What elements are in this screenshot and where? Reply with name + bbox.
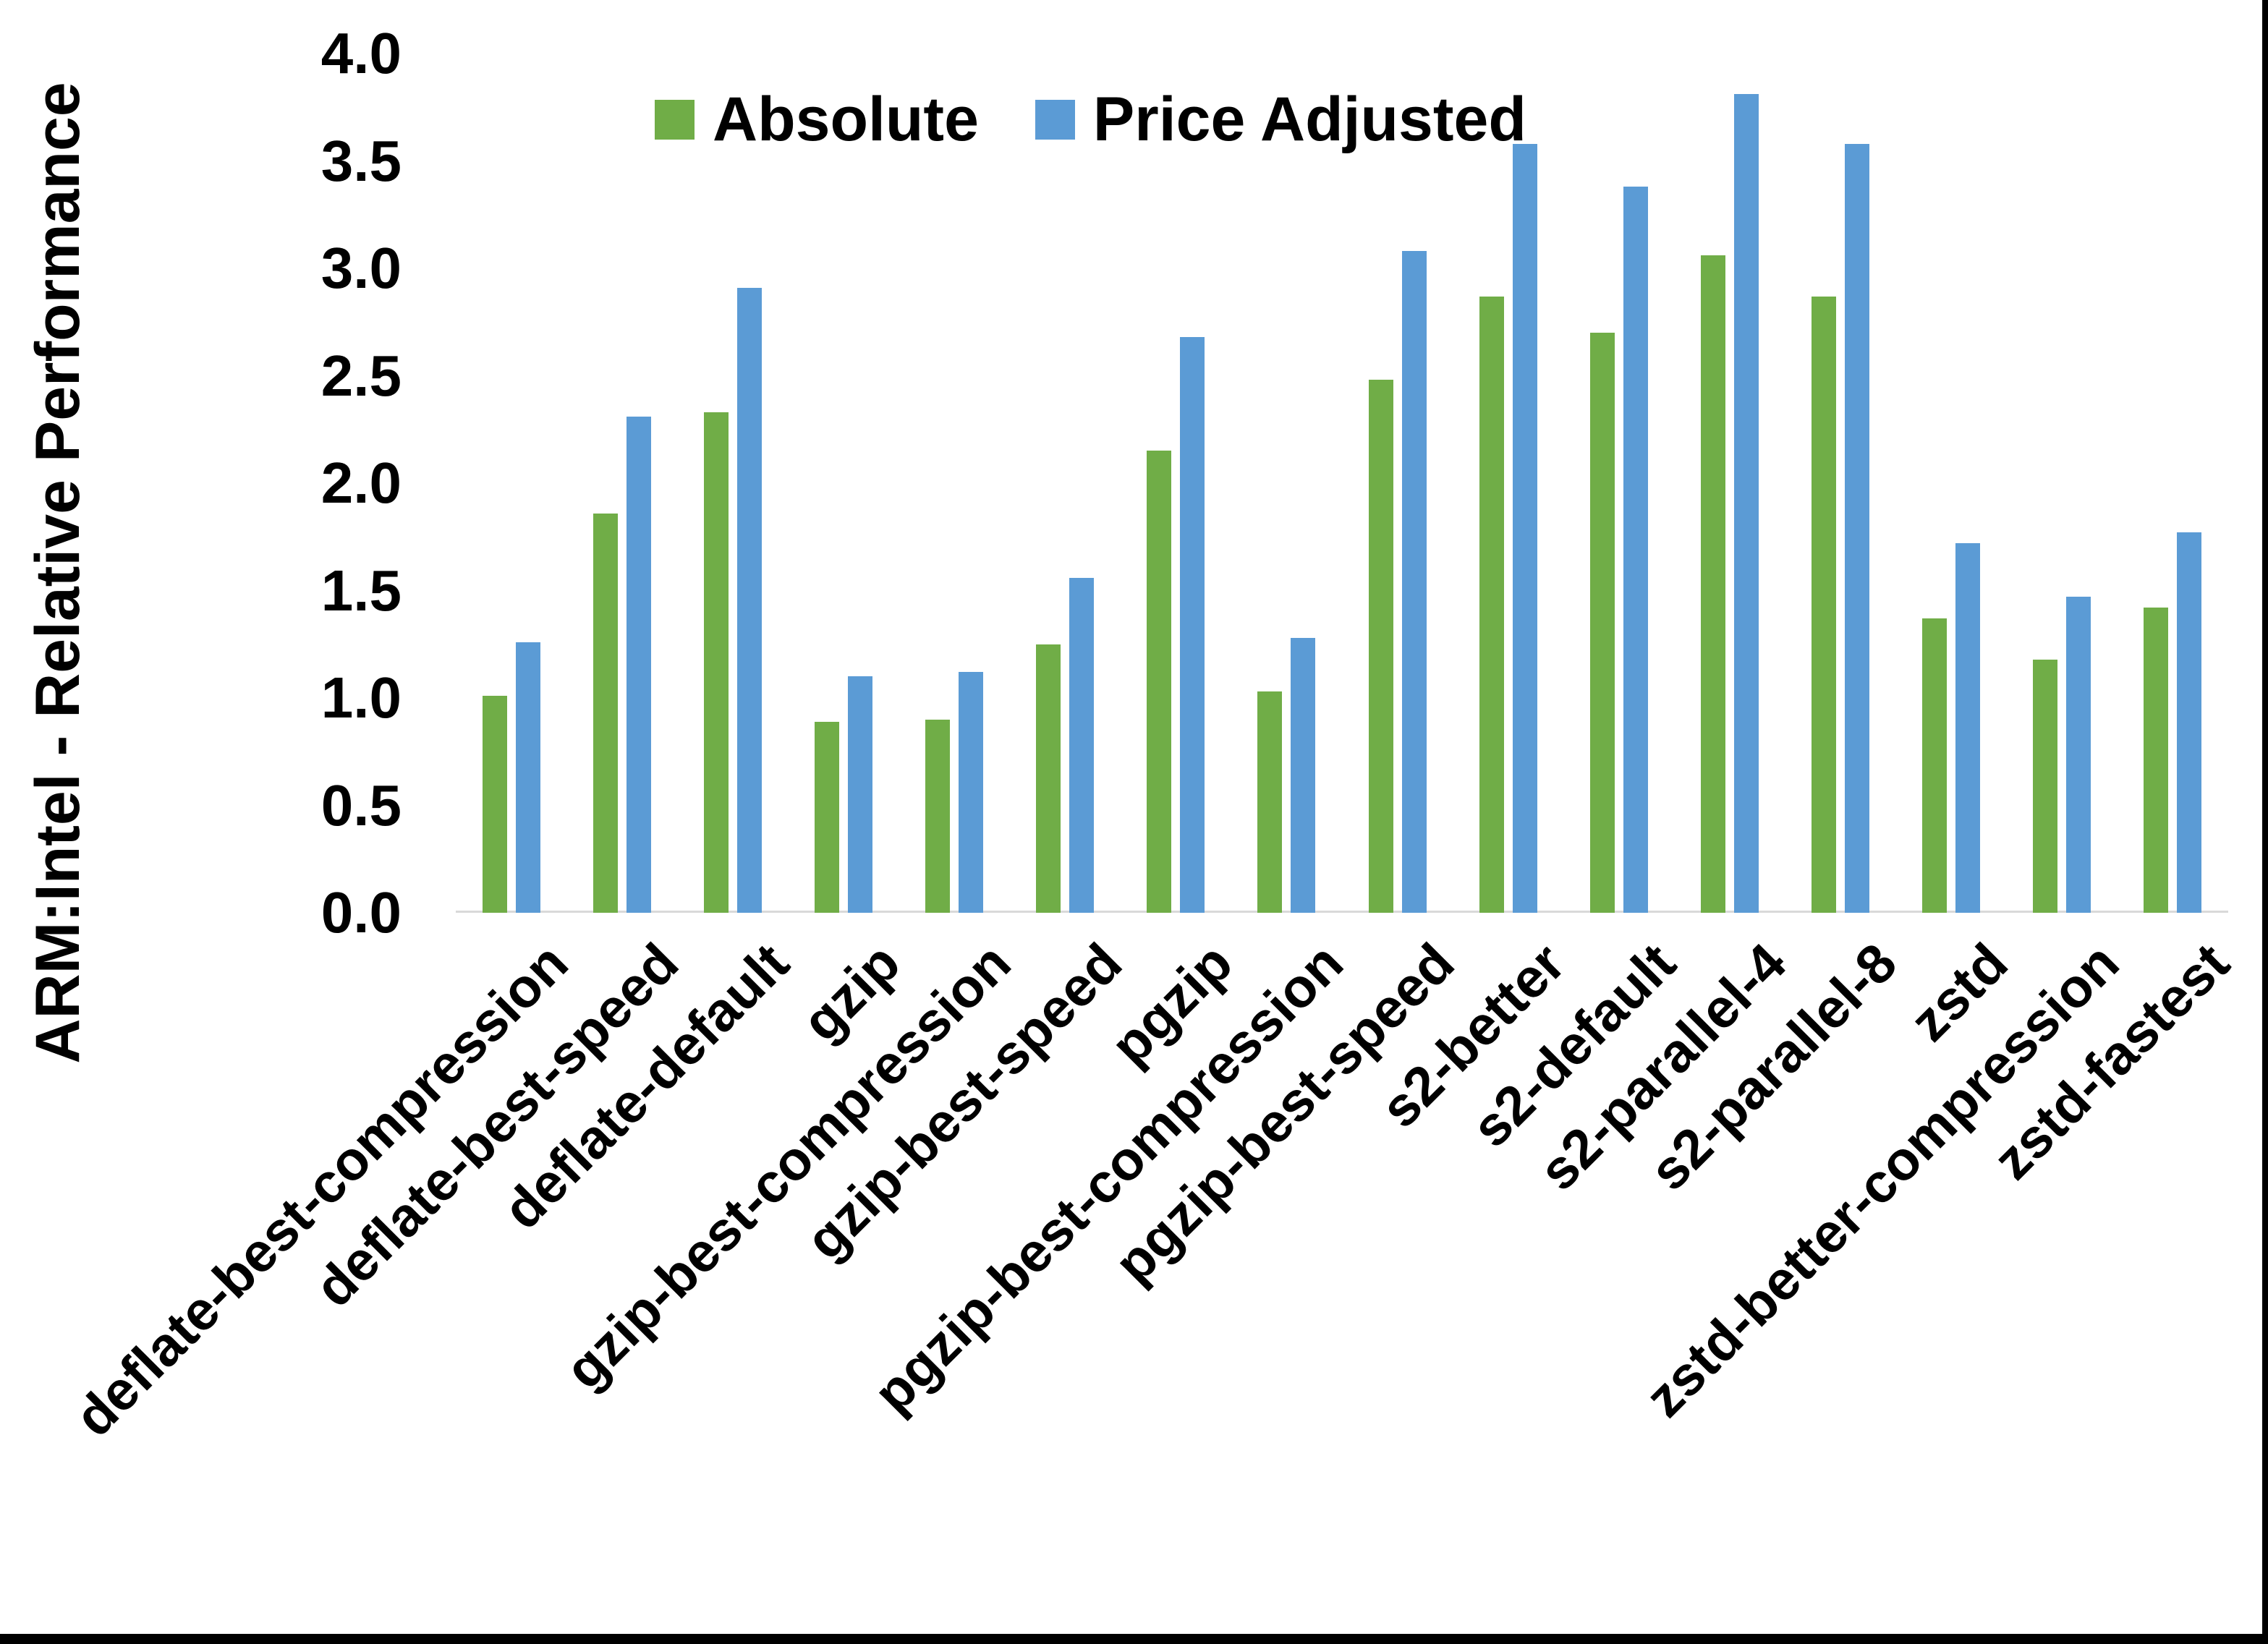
- bar-price-adjusted-s2-parallel-4: [1734, 94, 1759, 913]
- bar-absolute-deflate-best-compression: [483, 696, 507, 913]
- bar-price-adjusted-pgzip: [1180, 337, 1205, 913]
- bar-price-adjusted-s2-parallel-8: [1845, 144, 1869, 913]
- bar-absolute-gzip-best-speed: [1036, 644, 1061, 913]
- legend: Absolute Price Adjusted: [655, 88, 1526, 150]
- legend-label-price-adjusted: Price Adjusted: [1092, 85, 1526, 154]
- y-tick-label: 0.0: [320, 880, 402, 945]
- window-border-right: [2262, 0, 2268, 1644]
- legend-swatch-price-adjusted-icon: [1035, 99, 1075, 140]
- y-tick-label: 1.5: [320, 558, 402, 623]
- bar-price-adjusted-zstd-fastest: [2177, 532, 2201, 913]
- bar-price-adjusted-pgzip-best-compression: [1291, 638, 1315, 913]
- bar-absolute-s2-parallel-8: [1812, 297, 1836, 913]
- legend-swatch-absolute-icon: [655, 99, 695, 140]
- bar-absolute-gzip-best-compression: [925, 720, 950, 913]
- legend-item-absolute: Absolute: [655, 88, 979, 150]
- legend-item-price-adjusted: Price Adjusted: [1035, 88, 1526, 150]
- bar-absolute-zstd: [1922, 618, 1947, 913]
- y-tick-label: 3.0: [320, 236, 402, 300]
- x-axis-line: [456, 911, 2228, 913]
- bar-price-adjusted-gzip-best-compression: [959, 672, 983, 913]
- window-border-bottom: [0, 1634, 2268, 1644]
- bar-price-adjusted-zstd: [1955, 543, 1980, 913]
- bar-absolute-pgzip-best-speed: [1369, 380, 1393, 913]
- y-tick-label: 2.5: [320, 343, 402, 408]
- bar-price-adjusted-s2-better: [1513, 144, 1537, 913]
- bar-absolute-s2-default: [1590, 333, 1615, 913]
- bar-price-adjusted-zstd-better-compression: [2066, 597, 2091, 913]
- bar-price-adjusted-gzip: [848, 676, 872, 913]
- y-tick-label: 4.0: [320, 21, 402, 85]
- bar-absolute-deflate-best-speed: [593, 514, 618, 913]
- y-tick-label: 1.0: [320, 665, 402, 730]
- bar-absolute-s2-parallel-4: [1701, 255, 1725, 913]
- bar-absolute-s2-better: [1479, 297, 1504, 913]
- bar-absolute-gzip: [815, 722, 839, 913]
- legend-label-absolute: Absolute: [713, 85, 979, 154]
- y-tick-label: 3.5: [320, 128, 402, 193]
- bar-price-adjusted-deflate-best-speed: [627, 417, 651, 913]
- bar-price-adjusted-deflate-best-compression: [516, 642, 540, 913]
- bar-absolute-zstd-better-compression: [2033, 660, 2057, 913]
- y-tick-label: 0.5: [320, 772, 402, 838]
- y-tick-label: 2.0: [320, 451, 402, 515]
- bar-absolute-deflate-default: [704, 412, 729, 913]
- bar-absolute-pgzip-best-compression: [1257, 691, 1282, 913]
- bar-absolute-pgzip: [1147, 451, 1171, 913]
- bar-price-adjusted-deflate-default: [737, 288, 762, 913]
- bar-absolute-zstd-fastest: [2144, 608, 2168, 913]
- bar-price-adjusted-gzip-best-speed: [1069, 578, 1094, 913]
- bar-price-adjusted-pgzip-best-speed: [1402, 251, 1427, 913]
- bar-price-adjusted-s2-default: [1623, 187, 1648, 913]
